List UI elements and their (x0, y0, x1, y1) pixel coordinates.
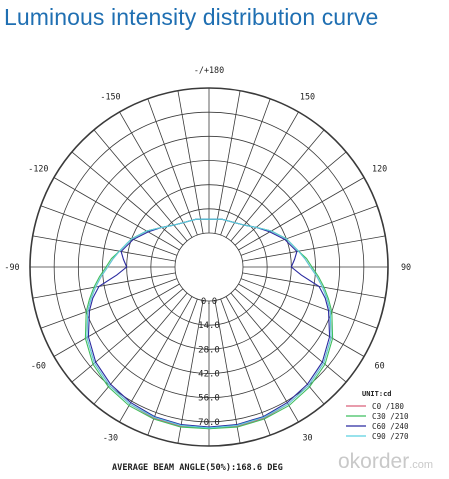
legend-entry: C60 /240 (372, 422, 409, 431)
radial-tick-label: 70.0 (198, 418, 220, 428)
series-curve (86, 218, 332, 429)
watermark-brand: okorder (338, 450, 410, 473)
series-curve (87, 218, 331, 428)
legend-entry: C90 /270 (372, 432, 409, 441)
angle-tick-label: -/+180 (194, 65, 224, 75)
radial-tick-label: 28.0 (198, 345, 220, 355)
grid-ring (29, 87, 389, 447)
grid-ring (174, 232, 244, 302)
intensity-curves (84, 218, 334, 430)
angle-tick-label: -90 (4, 262, 19, 272)
grid-ring (77, 135, 341, 399)
beam-angle-label: AVERAGE BEAM ANGLE(50%):168.6 DEG (112, 463, 283, 473)
grid-ring (53, 111, 365, 423)
angle-tick-label: -60 (31, 361, 46, 371)
watermark-suffix: .com (409, 459, 434, 471)
unit-label: UNIT:cd (362, 390, 392, 398)
angle-tick-label: -30 (103, 433, 118, 443)
polar-grid (29, 87, 389, 447)
angle-tick-label: -120 (28, 164, 48, 174)
page-title: Luminous intensity distribution curve (4, 4, 379, 30)
legend-entry: C30 /210 (372, 412, 409, 421)
radial-tick-label: 0.0 (201, 297, 217, 307)
angle-tick-label: 90 (401, 262, 411, 272)
radial-tick-label: 42.0 (198, 370, 220, 380)
angle-tick-label: 120 (372, 164, 387, 174)
radial-tick-labels: 0.0 14.0 28.0 42.0 56.0 70.0 (198, 297, 220, 428)
angle-tick-label: -150 (100, 91, 120, 101)
angle-tick-label: 30 (302, 433, 312, 443)
grid-ring (102, 160, 316, 374)
angle-tick-labels: -/+180 -150 150 -120 120 -90 90 -60 60 -30 30 (4, 65, 411, 443)
grid-ring (150, 208, 268, 326)
radial-tick-label: 14.0 (198, 321, 220, 331)
okorder-watermark: okorder.com (338, 450, 433, 474)
angle-tick-label: 60 (375, 361, 385, 371)
angle-tick-label: 150 (300, 91, 315, 101)
radial-tick-label: 56.0 (198, 394, 220, 404)
legend-entry: C0 /180 (372, 402, 404, 411)
